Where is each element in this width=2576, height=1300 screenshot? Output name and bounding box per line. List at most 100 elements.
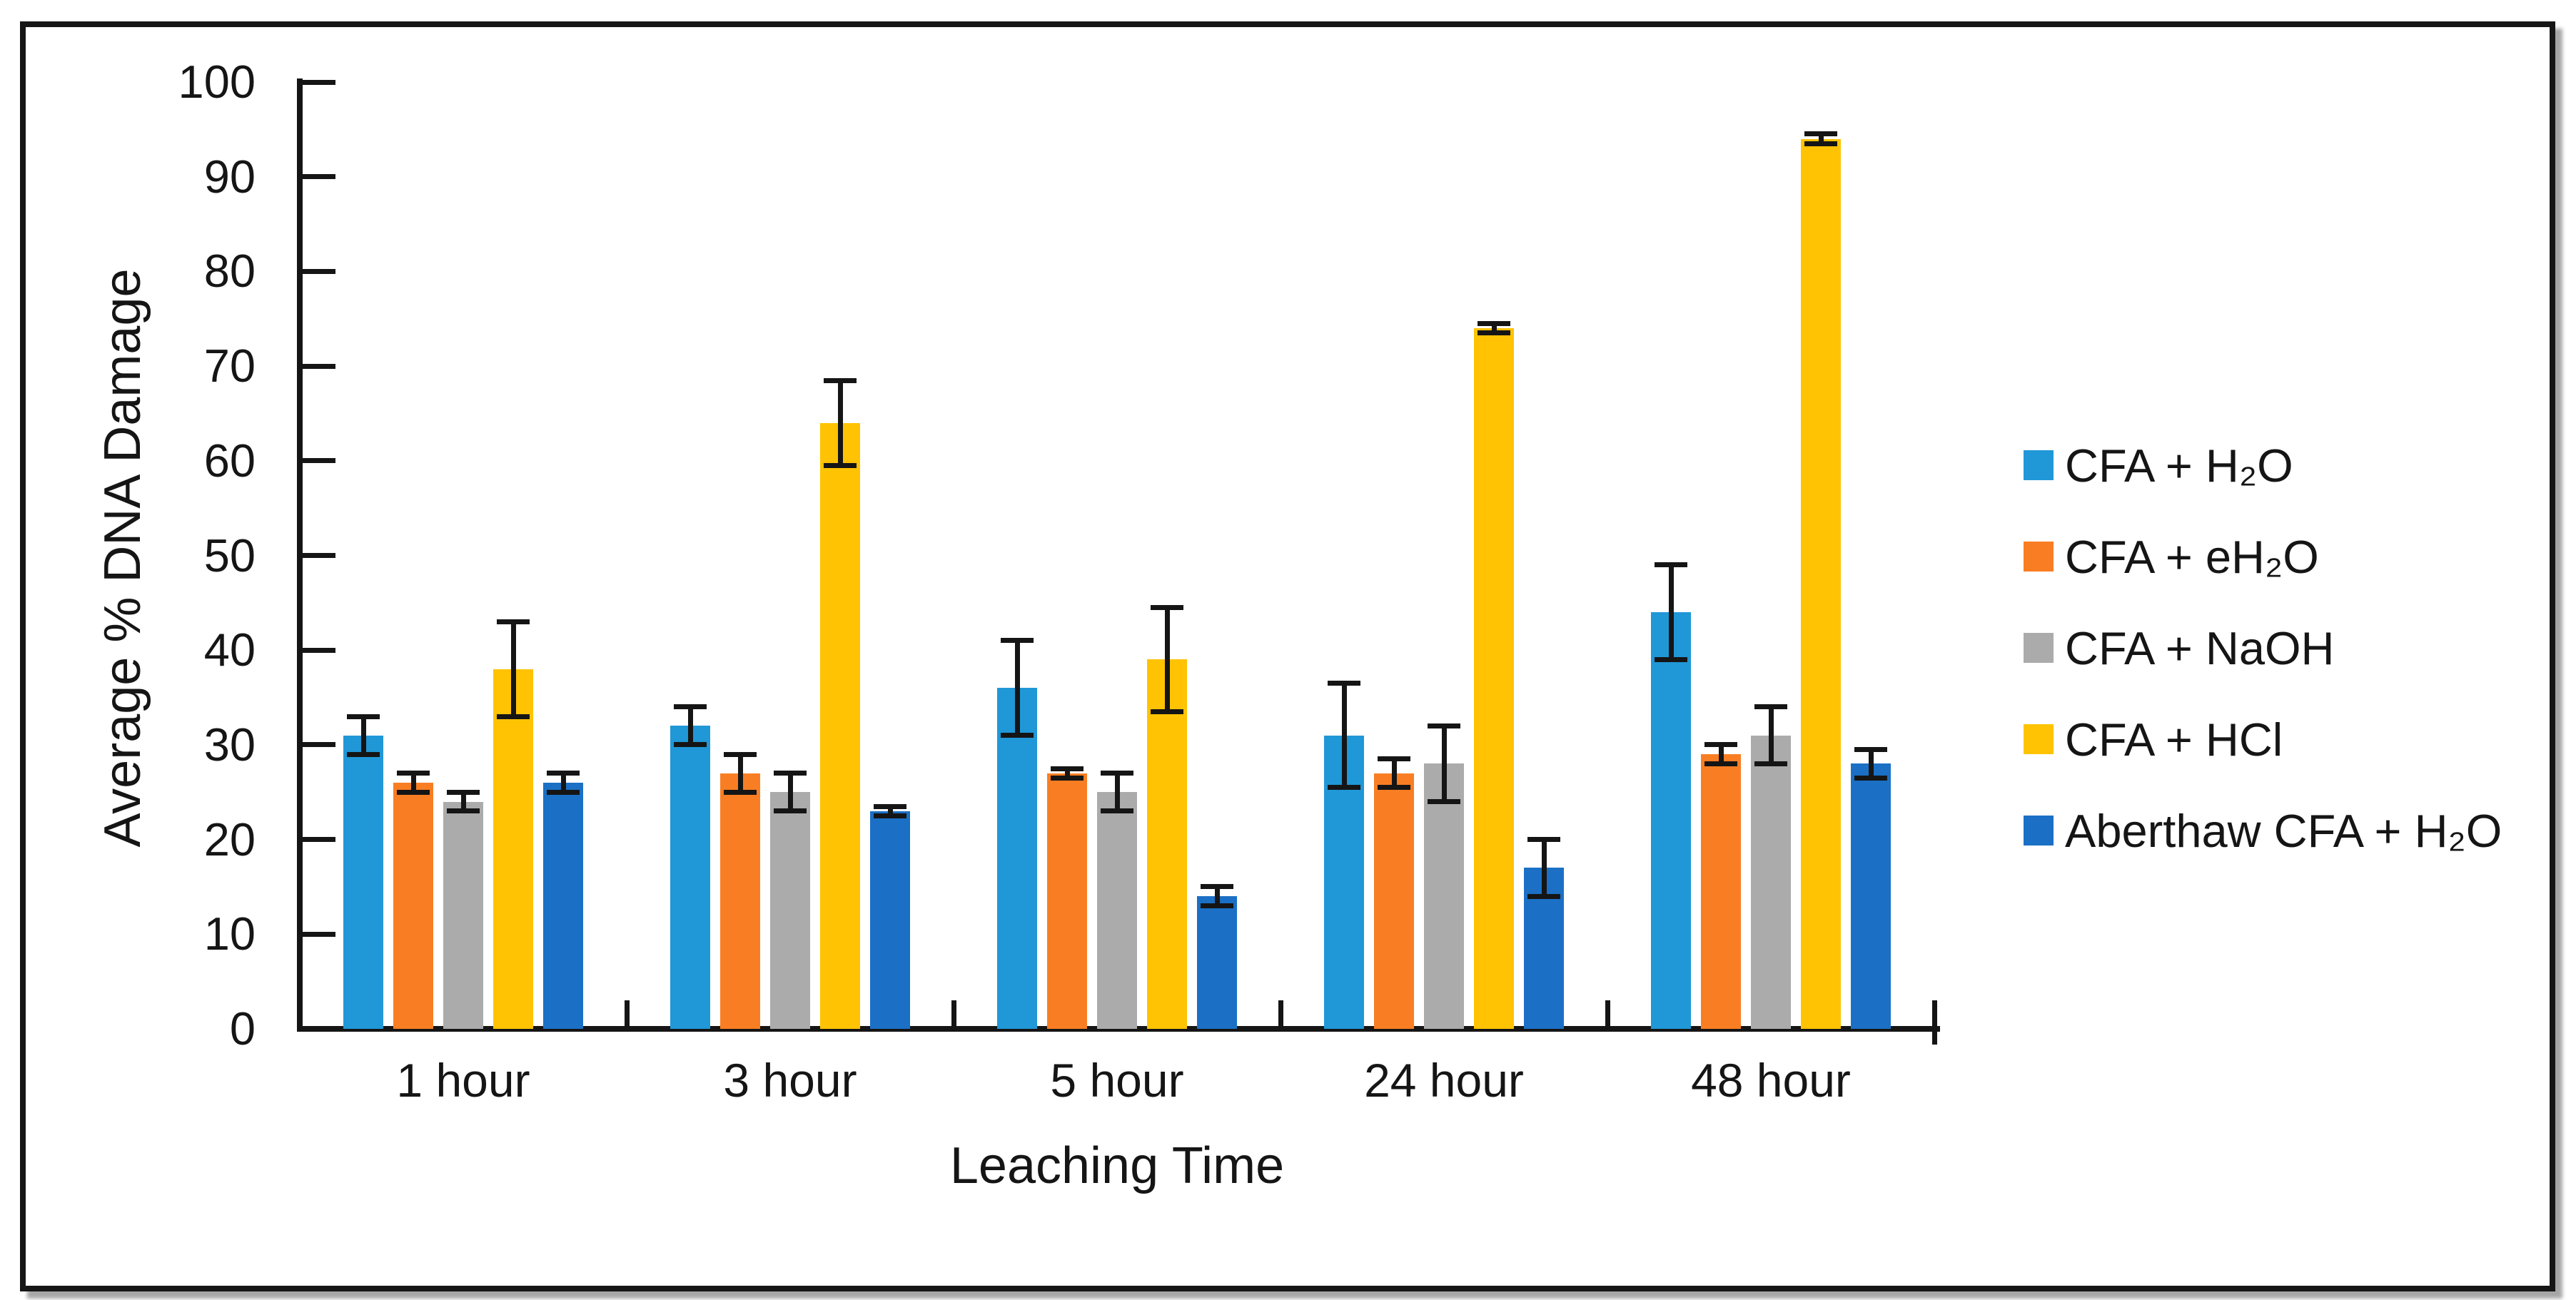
bar-aberthaw-cfa-+-h₂o bbox=[543, 782, 583, 1029]
bar-cfa-+-h₂o bbox=[1651, 612, 1691, 1029]
error-bar-cap-top bbox=[1655, 562, 1687, 568]
legend-item: CFA + HCl bbox=[2024, 694, 2502, 785]
error-bar-line bbox=[360, 716, 366, 755]
error-bar-cap-top bbox=[1527, 837, 1560, 843]
bar-cfa-+-h₂o bbox=[997, 688, 1037, 1029]
x-axis-tick bbox=[1931, 1000, 1937, 1045]
y-axis-tick bbox=[303, 837, 335, 843]
y-axis-tick bbox=[303, 931, 335, 937]
legend-label: CFA + HCl bbox=[2065, 713, 2283, 766]
error-bar-line bbox=[410, 773, 416, 793]
legend-swatch bbox=[2024, 724, 2054, 754]
error-bar-line bbox=[1164, 607, 1170, 712]
legend-item: CFA + NaOH bbox=[2024, 602, 2502, 694]
error-bar-cap-top bbox=[774, 771, 807, 776]
error-bar-cap-bottom bbox=[1101, 808, 1133, 814]
error-bar-cap-bottom bbox=[1754, 761, 1787, 766]
y-axis-tick-label: 0 bbox=[229, 1002, 256, 1055]
bar-cfa-+-eh₂o bbox=[1047, 773, 1087, 1029]
error-bar-cap-top bbox=[724, 751, 757, 757]
bar-cfa-+-naoh bbox=[1097, 792, 1137, 1029]
y-axis-tick bbox=[303, 79, 335, 85]
error-bar-line bbox=[737, 754, 743, 793]
error-bar-line bbox=[1064, 768, 1070, 778]
y-axis-tick-label: 60 bbox=[203, 434, 256, 487]
bar-cfa-+-naoh bbox=[1424, 763, 1464, 1029]
error-bar-cap-top bbox=[397, 771, 430, 776]
bar-cfa-+-eh₂o bbox=[393, 782, 433, 1029]
error-bar-cap-bottom bbox=[724, 789, 757, 795]
bar-cfa-+-hcl bbox=[1801, 138, 1841, 1029]
error-bar-cap-bottom bbox=[1001, 733, 1034, 738]
legend-label: CFA + H₂O bbox=[2065, 439, 2293, 492]
error-bar-cap-bottom bbox=[674, 742, 707, 748]
error-bar-line bbox=[1668, 564, 1674, 660]
error-bar-cap-bottom bbox=[347, 751, 380, 757]
y-axis-tick-label: 100 bbox=[178, 56, 256, 108]
error-bar-cap-bottom bbox=[397, 789, 430, 795]
bar-cfa-+-eh₂o bbox=[1701, 754, 1741, 1029]
error-bar-cap-bottom bbox=[1328, 785, 1360, 791]
bar-cfa-+-eh₂o bbox=[720, 773, 760, 1029]
error-bar-cap-top bbox=[1328, 681, 1360, 686]
bar-cfa-+-h₂o bbox=[343, 735, 383, 1029]
y-axis-tick bbox=[303, 174, 335, 180]
x-category-label: 3 hour bbox=[723, 1054, 857, 1107]
x-category-label: 5 hour bbox=[1050, 1054, 1184, 1107]
bar-cfa-+-naoh bbox=[1751, 735, 1791, 1029]
error-bar-line bbox=[510, 621, 516, 717]
x-axis-line bbox=[297, 1026, 1940, 1032]
bar-aberthaw-cfa-+-h₂o bbox=[870, 811, 910, 1029]
error-bar-cap-bottom bbox=[1051, 775, 1084, 781]
bar-cfa-+-hcl bbox=[1147, 659, 1187, 1029]
error-bar-cap-bottom bbox=[497, 714, 530, 719]
y-axis-tick bbox=[303, 553, 335, 558]
bar-cfa-+-h₂o bbox=[670, 726, 710, 1029]
y-axis-tick-label: 50 bbox=[203, 529, 256, 582]
error-bar-cap-bottom bbox=[1704, 761, 1737, 766]
error-bar-line bbox=[787, 773, 793, 811]
error-bar-cap-top bbox=[874, 803, 906, 809]
error-bar-line bbox=[687, 706, 693, 745]
error-bar-line bbox=[887, 806, 893, 816]
error-bar-cap-top bbox=[1151, 604, 1183, 610]
bar-aberthaw-cfa-+-h₂o bbox=[1851, 763, 1891, 1029]
error-bar-cap-bottom bbox=[1854, 775, 1887, 781]
error-bar-cap-top bbox=[1804, 131, 1837, 137]
legend-label: Aberthaw CFA + H₂O bbox=[2065, 804, 2502, 857]
legend-label: CFA + NaOH bbox=[2065, 621, 2335, 674]
legend-item: Aberthaw CFA + H₂O bbox=[2024, 785, 2502, 876]
error-bar-cap-bottom bbox=[547, 789, 580, 795]
error-bar-cap-bottom bbox=[1527, 893, 1560, 899]
error-bar-cap-top bbox=[1754, 704, 1787, 710]
y-axis-tick-label: 70 bbox=[203, 340, 256, 392]
x-axis-tick bbox=[624, 1000, 630, 1029]
error-bar-cap-bottom bbox=[1478, 330, 1510, 336]
error-bar-line bbox=[1868, 749, 1874, 778]
legend-item: CFA + H₂O bbox=[2024, 420, 2502, 511]
error-bar-line bbox=[1014, 640, 1020, 736]
error-bar-cap-top bbox=[674, 704, 707, 710]
bar-cfa-+-hcl bbox=[820, 422, 860, 1029]
y-axis-tick bbox=[303, 458, 335, 464]
x-category-label: 24 hour bbox=[1364, 1054, 1524, 1107]
legend-swatch bbox=[2024, 816, 2054, 845]
error-bar-cap-bottom bbox=[824, 462, 857, 468]
legend-swatch bbox=[2024, 542, 2054, 572]
error-bar-line bbox=[1391, 758, 1397, 788]
error-bar-line bbox=[1768, 706, 1774, 764]
error-bar-line bbox=[560, 773, 566, 793]
legend-swatch bbox=[2024, 633, 2054, 663]
error-bar-cap-bottom bbox=[1428, 799, 1460, 805]
y-axis-tick-label: 10 bbox=[203, 908, 256, 960]
error-bar-cap-top bbox=[1428, 723, 1460, 728]
bar-cfa-+-naoh bbox=[770, 792, 810, 1029]
error-bar-cap-bottom bbox=[1655, 656, 1687, 662]
error-bar-line bbox=[1491, 323, 1497, 333]
figure-border-frame bbox=[20, 21, 2555, 1291]
y-axis-tick-label: 30 bbox=[203, 718, 256, 771]
error-bar-cap-top bbox=[497, 619, 530, 624]
y-axis-line bbox=[297, 78, 303, 1032]
error-bar-cap-bottom bbox=[1201, 903, 1233, 908]
